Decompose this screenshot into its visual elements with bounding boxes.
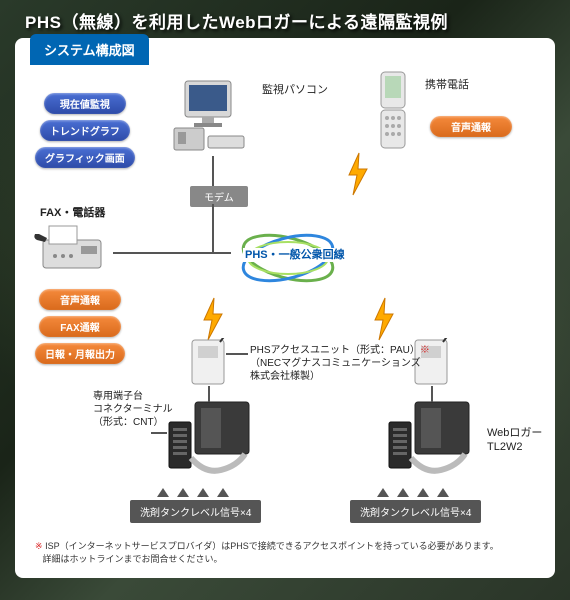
arrow-icon (177, 488, 189, 497)
fax-icon (33, 220, 113, 280)
pill-monitor: 現在値監視 (44, 93, 126, 114)
pill-report: 日報・月報出力 (35, 343, 125, 364)
line-modem-phs (212, 204, 214, 252)
pill-trend: トレンドグラフ (40, 120, 130, 141)
pau-label: PHSアクセスユニット（形式：PAU）※ （NECマグナスコミュニケーションズ … (250, 344, 430, 383)
pill-fax: FAX通報 (39, 316, 121, 337)
feature-pills-left: 現在値監視 トレンドグラフ グラフィック画面 (35, 90, 135, 171)
modem-box: モデム (190, 186, 248, 207)
pau-left-icon (190, 338, 226, 391)
arrow-icon (197, 488, 209, 497)
feature-pills-right: 音声通報 (430, 113, 512, 140)
line-pc-modem (212, 156, 214, 186)
fax-label: FAX・電話器 (40, 206, 105, 220)
line-pau-logger-r (431, 386, 433, 402)
mobile-label: 携帯電話 (425, 78, 469, 92)
pill-voice: 音声通報 (39, 289, 121, 310)
line-fax-phs (113, 252, 231, 254)
signal-box-right: 洗剤タンクレベル信号×4 (350, 500, 481, 523)
bolt-icon (371, 296, 397, 342)
arrow-icon (377, 488, 389, 497)
pc-icon (170, 76, 250, 161)
signal-box-left: 洗剤タンクレベル信号×4 (130, 500, 261, 523)
feature-pills-mid: 音声通報 FAX通報 日報・月報出力 (35, 286, 125, 367)
arrow-icon (157, 488, 169, 497)
cnt-label: 専用端子台 コネクターミナル （形式：CNT） (93, 390, 173, 429)
phs-label: PHS・一般公衆回線 (243, 248, 347, 262)
bolt-icon (345, 151, 371, 197)
arrow-icon (417, 488, 429, 497)
pill-graphic: グラフィック画面 (35, 147, 135, 168)
diagram-panel: システム構成図 現在値監視 トレンドグラフ グラフィック画面 監視パソコン (15, 38, 555, 578)
arrow-icon (397, 488, 409, 497)
mobile-icon (373, 70, 413, 157)
line-pau-logger-l (208, 386, 210, 402)
logger-label: Webロガー TL2W2 (487, 426, 542, 455)
pc-label: 監視パソコン (262, 83, 328, 97)
pill-voice-r: 音声通報 (430, 116, 512, 137)
bolt-icon (200, 296, 226, 342)
line-pau-label (226, 353, 248, 355)
arrow-icon (437, 488, 449, 497)
logger-right-icon (385, 394, 485, 489)
arrow-icon (217, 488, 229, 497)
logger-left-icon (165, 394, 265, 489)
section-tab: システム構成図 (30, 34, 149, 65)
page-title: PHS（無線）を利用したWebロガーによる遠隔監視例 (25, 8, 448, 33)
footnote: ※ ISP（インターネットサービスプロバイダ）はPHSで接続できるアクセスポイン… (35, 540, 499, 565)
